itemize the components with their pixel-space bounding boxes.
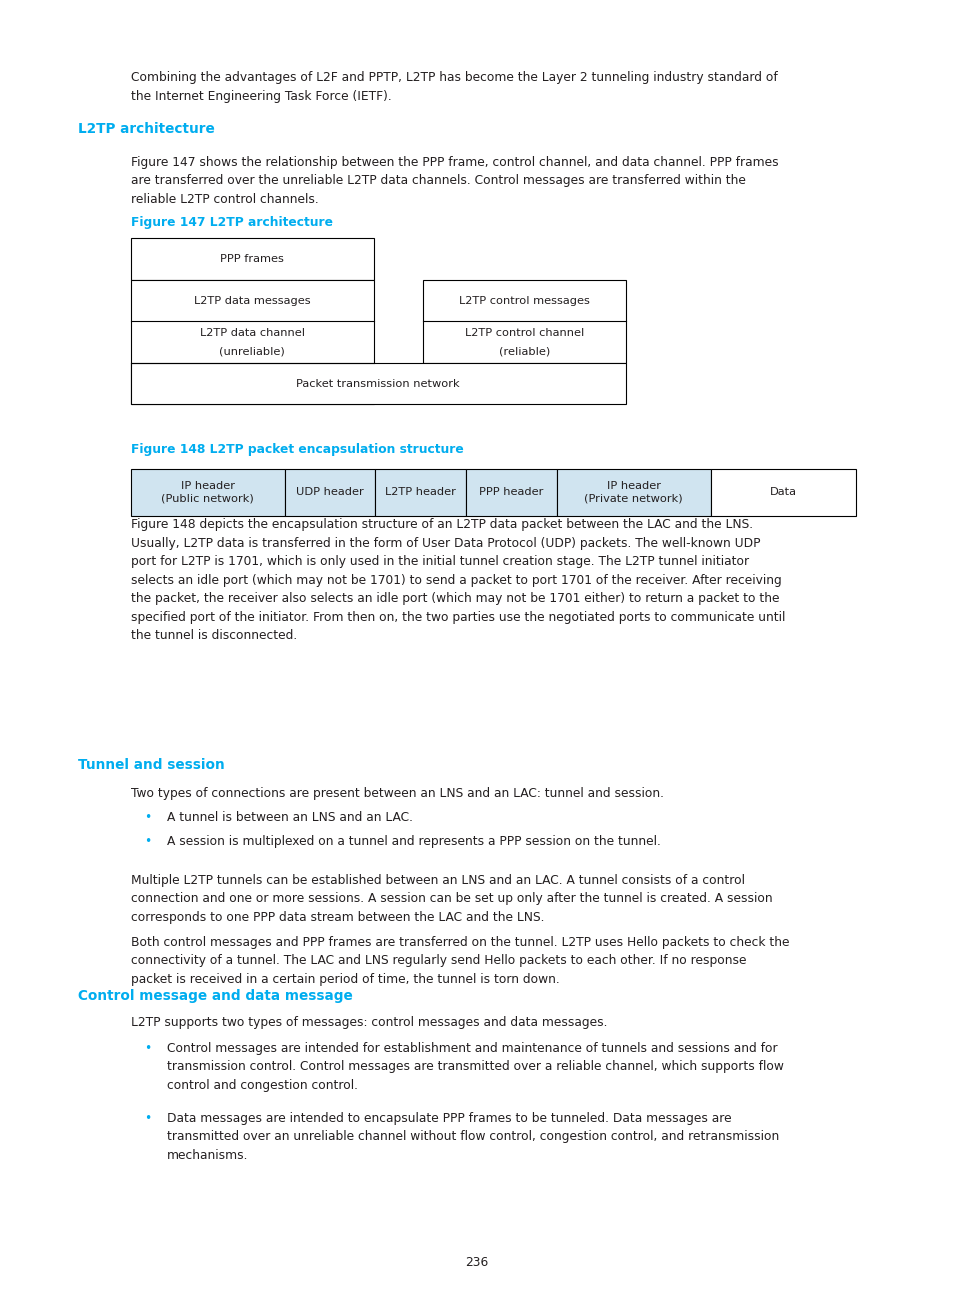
Text: Packet transmission network: Packet transmission network (296, 378, 459, 389)
Text: Data messages are intended to encapsulate PPP frames to be tunneled. Data messag: Data messages are intended to encapsulat… (167, 1112, 779, 1163)
Text: Multiple L2TP tunnels can be established between an LNS and an LAC. A tunnel con: Multiple L2TP tunnels can be established… (131, 874, 772, 924)
Text: Figure 147 shows the relationship between the PPP frame, control channel, and da: Figure 147 shows the relationship betwee… (131, 156, 778, 206)
Bar (131, 363, 625, 404)
Text: L2TP data messages: L2TP data messages (193, 295, 311, 306)
Text: •: • (144, 1042, 152, 1055)
Text: PPP frames: PPP frames (220, 254, 284, 264)
Text: •: • (144, 1112, 152, 1125)
Text: (reliable): (reliable) (498, 346, 549, 356)
Bar (556, 469, 710, 516)
Text: IP header
(Private network): IP header (Private network) (584, 481, 682, 504)
Text: Control messages are intended for establishment and maintenance of tunnels and s: Control messages are intended for establ… (167, 1042, 783, 1093)
Text: IP header
(Public network): IP header (Public network) (161, 481, 253, 504)
Bar (710, 469, 855, 516)
Text: Both control messages and PPP frames are transferred on the tunnel. L2TP uses He: Both control messages and PPP frames are… (131, 936, 788, 986)
Text: 236: 236 (465, 1256, 488, 1269)
Text: L2TP data channel: L2TP data channel (199, 328, 305, 338)
Text: L2TP architecture: L2TP architecture (78, 122, 214, 136)
Bar (465, 469, 556, 516)
Bar (131, 469, 285, 516)
Text: L2TP header: L2TP header (385, 487, 456, 498)
Text: Data: Data (769, 487, 796, 498)
Text: •: • (144, 811, 152, 824)
Text: •: • (144, 835, 152, 848)
Text: A tunnel is between an LNS and an LAC.: A tunnel is between an LNS and an LAC. (167, 811, 413, 824)
Text: Tunnel and session: Tunnel and session (78, 758, 225, 772)
Text: Combining the advantages of L2F and PPTP, L2TP has become the Layer 2 tunneling : Combining the advantages of L2F and PPTP… (131, 71, 777, 102)
Text: Figure 148 depicts the encapsulation structure of an L2TP data packet between th: Figure 148 depicts the encapsulation str… (131, 518, 784, 643)
Bar (131, 238, 374, 280)
Text: PPP header: PPP header (478, 487, 543, 498)
Text: Two types of connections are present between an LNS and an LAC: tunnel and sessi: Two types of connections are present bet… (131, 787, 663, 800)
Text: A session is multiplexed on a tunnel and represents a PPP session on the tunnel.: A session is multiplexed on a tunnel and… (167, 835, 660, 848)
Text: Control message and data message: Control message and data message (78, 989, 353, 1003)
Text: L2TP control channel: L2TP control channel (464, 328, 583, 338)
Bar (422, 280, 625, 363)
Text: L2TP supports two types of messages: control messages and data messages.: L2TP supports two types of messages: con… (131, 1016, 606, 1029)
Text: L2TP control messages: L2TP control messages (458, 295, 589, 306)
Text: Figure 148 L2TP packet encapsulation structure: Figure 148 L2TP packet encapsulation str… (131, 443, 463, 456)
Bar (131, 280, 374, 404)
Bar (284, 469, 375, 516)
Bar (375, 469, 465, 516)
Text: (unreliable): (unreliable) (219, 346, 285, 356)
Text: Figure 147 L2TP architecture: Figure 147 L2TP architecture (131, 216, 333, 229)
Text: UDP header: UDP header (295, 487, 364, 498)
